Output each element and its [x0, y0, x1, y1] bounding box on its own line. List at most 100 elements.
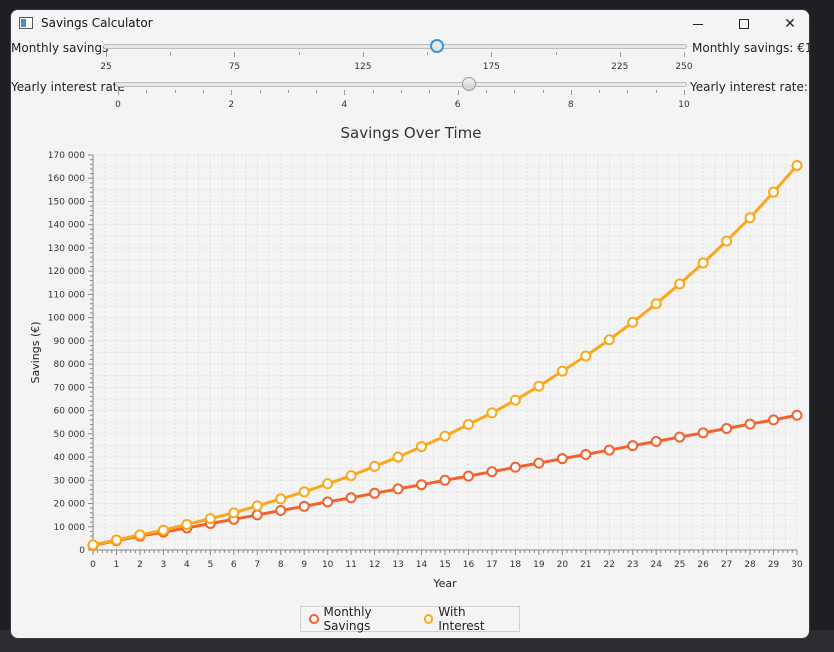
data-point-with-interest [791, 159, 803, 171]
slider-tick-label: 125 [354, 62, 372, 72]
data-point-with-interest [439, 430, 451, 442]
y-tick-label: 20 000 [54, 500, 86, 510]
y-tick-label: 40 000 [54, 453, 86, 463]
minimize-icon [693, 23, 703, 25]
slider-tick-mark [372, 90, 374, 93]
slider-tick-mark [684, 90, 685, 95]
y-tick-label: 30 000 [54, 476, 86, 486]
data-point-monthly-savings [744, 418, 756, 430]
legend-label-monthly: Monthly Savings [323, 605, 372, 633]
data-point-with-interest [580, 350, 592, 362]
monthly-savings-slider-track[interactable] [103, 44, 687, 49]
data-point-monthly-savings [650, 435, 662, 447]
y-tick-label: 160 000 [48, 174, 85, 184]
app-icon [19, 17, 33, 29]
x-tick-label: 14 [416, 560, 428, 570]
data-point-monthly-savings [251, 509, 263, 521]
slider-tick-mark [118, 90, 119, 95]
y-tick-label: 60 000 [54, 407, 86, 417]
slider-tick-mark [298, 52, 300, 55]
data-point-with-interest [275, 493, 287, 505]
data-point-with-interest [744, 212, 756, 224]
slider-tick-mark [485, 90, 487, 93]
close-button[interactable]: ✕ [767, 10, 809, 38]
x-tick-label: 30 [791, 560, 803, 570]
x-tick-label: 13 [392, 560, 403, 570]
y-tick-label: 0 [79, 546, 85, 556]
x-tick-label: 29 [768, 560, 780, 570]
minimize-button[interactable] [675, 10, 721, 38]
x-tick-label: 25 [674, 560, 685, 570]
slider-tick-mark [401, 90, 402, 93]
data-point-with-interest [87, 539, 99, 551]
data-point-with-interest [228, 507, 240, 519]
slider-tick-mark [457, 90, 459, 95]
slider-tick-label: 25 [100, 62, 112, 72]
x-tick-label: 10 [322, 560, 334, 570]
slider-tick-mark [316, 90, 318, 93]
data-point-monthly-savings [486, 466, 498, 478]
data-point-monthly-savings [416, 479, 428, 491]
slider-tick-label: 75 [228, 62, 241, 72]
interest-rate-slider-thumb[interactable] [461, 77, 476, 91]
data-point-monthly-savings [275, 505, 287, 516]
data-point-with-interest [416, 441, 428, 453]
slider-tick-mark [146, 90, 148, 93]
slider-tick-label: 0 [115, 100, 121, 110]
legend-label-interest: With Interest [438, 605, 485, 633]
x-tick-label: 11 [345, 560, 356, 570]
slider-tick-mark [427, 52, 429, 55]
x-tick-label: 17 [486, 560, 497, 570]
x-tick-label: 28 [744, 560, 756, 570]
data-point-monthly-savings [533, 457, 545, 469]
y-tick-label: 140 000 [48, 221, 85, 231]
data-point-monthly-savings [392, 483, 404, 495]
slider-tick-mark [202, 90, 204, 93]
data-point-with-interest [556, 365, 568, 377]
y-tick-label: 50 000 [54, 430, 86, 440]
slider-tick-mark [344, 90, 346, 95]
x-tick-label: 1 [114, 560, 120, 570]
data-point-with-interest [369, 460, 381, 472]
slider-tick-label: 175 [482, 62, 500, 72]
slider-tick-mark [655, 90, 657, 93]
interest-rate-slider-track[interactable] [115, 82, 687, 87]
data-point-with-interest [110, 534, 122, 546]
slider-tick-label: 2 [228, 100, 235, 110]
data-point-monthly-savings [369, 487, 381, 499]
data-point-monthly-savings [509, 461, 521, 473]
maximize-icon [739, 19, 749, 29]
data-point-with-interest [392, 451, 404, 463]
data-point-with-interest [533, 380, 545, 392]
interest-rate-value: Yearly interest rate: 6% [690, 80, 809, 94]
data-point-with-interest [627, 316, 639, 328]
y-tick-label: 100 000 [48, 314, 85, 324]
slider-tick-label: 4 [341, 100, 348, 110]
x-tick-label: 23 [627, 560, 638, 570]
slider-tick-mark [514, 90, 516, 93]
data-point-monthly-savings [721, 422, 733, 434]
slider-tick-mark [491, 52, 493, 57]
slider-tick-mark [234, 52, 236, 57]
x-tick-label: 27 [721, 560, 732, 570]
data-point-with-interest [486, 407, 498, 419]
data-point-monthly-savings [697, 427, 709, 439]
data-point-with-interest [181, 518, 193, 530]
data-point-with-interest [322, 478, 334, 490]
monthly-savings-slider-thumb[interactable] [430, 39, 445, 53]
monthly-savings-value: Monthly savings: €154 [692, 41, 809, 55]
y-tick-label: 120 000 [48, 267, 85, 277]
slider-tick-mark [542, 90, 544, 93]
data-point-monthly-savings [603, 444, 615, 456]
y-tick-label: 90 000 [54, 337, 86, 347]
y-tick-label: 80 000 [54, 360, 86, 370]
x-tick-label: 4 [184, 560, 190, 570]
slider-tick-mark [619, 52, 621, 57]
x-tick-label: 3 [161, 560, 167, 570]
data-point-with-interest [674, 278, 686, 290]
data-point-monthly-savings [345, 492, 357, 504]
maximize-button[interactable] [721, 10, 767, 38]
slider-tick-mark [599, 90, 601, 93]
legend-marker-interest [423, 614, 434, 624]
slider-tick-mark [231, 90, 233, 95]
